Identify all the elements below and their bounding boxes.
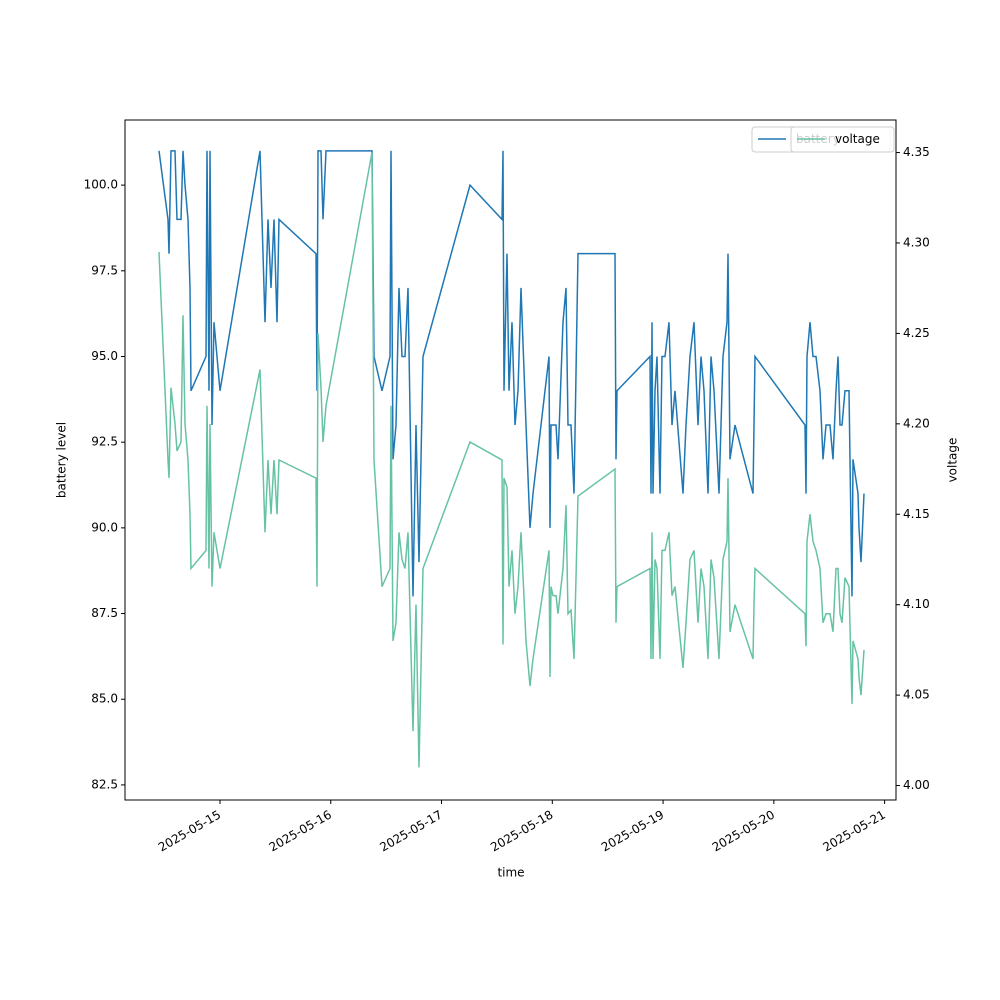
x-tick-label: 2025-05-20 <box>710 808 777 855</box>
y2-axis-title: voltage <box>946 438 960 483</box>
series-line <box>158 152 865 768</box>
x-tick-label: 2025-05-16 <box>267 808 334 855</box>
y-tick-label: 87.5 <box>91 606 118 620</box>
y-tick-label: 92.5 <box>91 435 118 449</box>
y-tick-label: 100.0 <box>84 178 118 192</box>
series-line <box>158 150 865 597</box>
y2-tick-label: 4.20 <box>903 416 930 430</box>
y2-tick-label: 4.10 <box>903 597 930 611</box>
y2-tick-label: 4.05 <box>903 688 930 702</box>
x-tick-label: 2025-05-17 <box>377 808 444 855</box>
y-tick-label: 97.5 <box>91 263 118 277</box>
y-tick-label: 95.0 <box>91 349 118 363</box>
y2-tick-label: 4.00 <box>903 778 930 792</box>
x-axis-title: time <box>497 866 524 880</box>
y2-tick-label: 4.25 <box>903 326 930 340</box>
x-tick-label: 2025-05-21 <box>820 808 887 855</box>
y2-tick-label: 4.15 <box>903 507 930 521</box>
y2-tick-label: 4.30 <box>903 235 930 249</box>
plot-frame <box>124 119 897 801</box>
legend-label: voltage <box>835 132 880 146</box>
y-tick-label: 90.0 <box>91 520 118 534</box>
legend-box <box>790 126 895 153</box>
y-tick-label: 85.0 <box>91 692 118 706</box>
y-tick-label: 82.5 <box>91 777 118 791</box>
x-tick-label: 2025-05-19 <box>599 808 666 855</box>
y-axis-title: battery level <box>55 422 69 498</box>
y2-tick-label: 4.35 <box>903 145 930 159</box>
x-tick-label: 2025-05-15 <box>156 808 223 855</box>
x-tick-label: 2025-05-18 <box>488 808 555 855</box>
